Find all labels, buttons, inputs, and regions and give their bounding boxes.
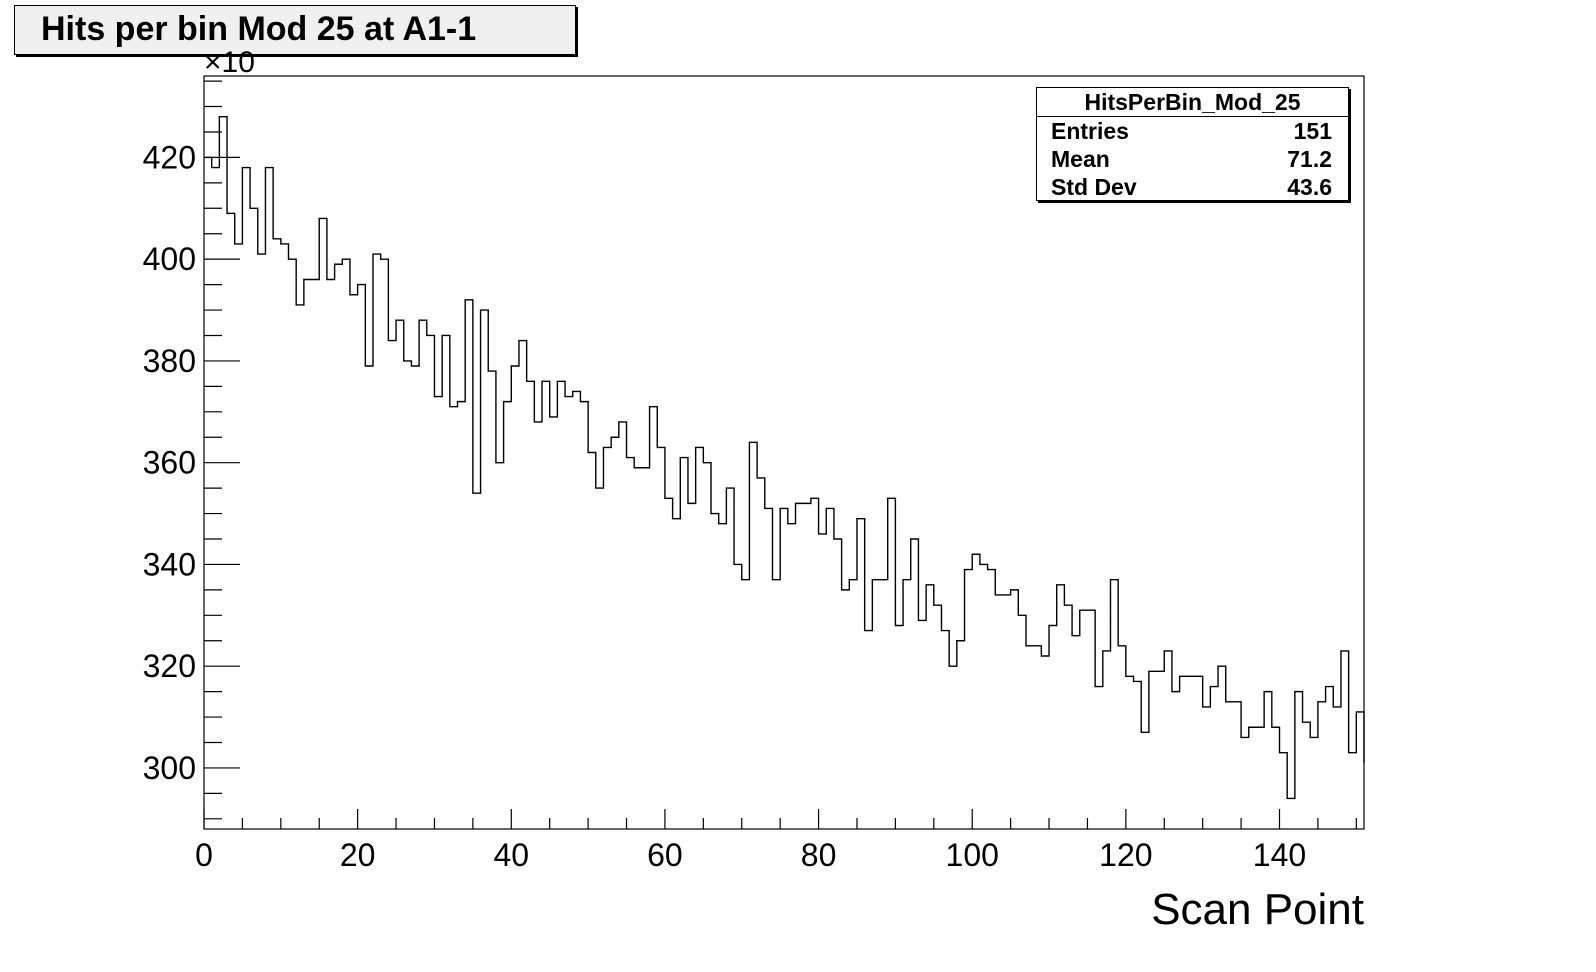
stats-value: 151 [1293,118,1332,144]
plot-frame [203,75,1365,830]
x-tick-label: 80 [801,837,837,873]
x-tick-label: 140 [1253,837,1306,873]
stats-row-entries: Entries 151 [1037,117,1348,145]
stats-label: Std Dev [1051,174,1137,200]
stats-row-stddev: Std Dev 43.6 [1037,173,1348,201]
x-tick-label: 100 [946,837,999,873]
y-tick-label: 340 [143,546,196,582]
stats-row-mean: Mean 71.2 [1037,145,1348,173]
stats-label: Entries [1051,118,1129,144]
x-tick-label: 0 [195,837,213,873]
y-tick-label: 420 [143,139,196,175]
x-axis: 0 20 40 60 80 100 120 140 [195,809,1357,873]
y-multiplier-label: ×10 [204,46,255,79]
x-axis-label: Scan Point [1151,885,1364,934]
x-tick-label: 120 [1099,837,1152,873]
x-tick-label: 60 [647,837,683,873]
x-tick-label: 40 [493,837,529,873]
y-tick-label: 380 [143,343,196,379]
stats-label: Mean [1051,146,1110,172]
stats-value: 43.6 [1287,174,1332,200]
y-tick-label: 300 [143,750,196,786]
y-axis: 300 320 340 360 380 400 420 [143,80,240,820]
stats-name: HitsPerBin_Mod_25 [1037,88,1348,117]
stats-box: HitsPerBin_Mod_25 Entries 151 Mean 71.2 … [1036,87,1349,201]
histogram-series [204,116,1365,800]
chart-title: Hits per bin Mod 25 at A1-1 [14,5,576,55]
y-tick-label: 320 [143,648,196,684]
x-tick-label: 20 [340,837,376,873]
stats-value: 71.2 [1287,146,1332,172]
y-tick-label: 360 [143,445,196,481]
y-tick-label: 400 [143,241,196,277]
